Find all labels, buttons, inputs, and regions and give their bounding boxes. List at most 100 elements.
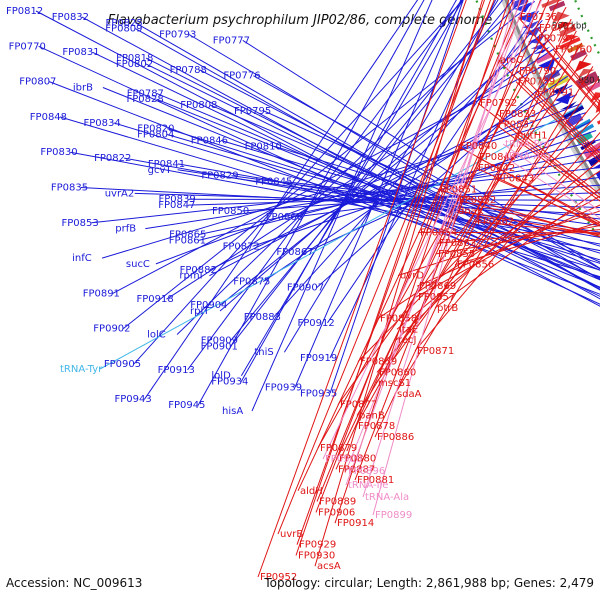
trna-reverse-label[interactable]: tRNA-Pro [505, 139, 549, 150]
reverse-gene-label[interactable]: FP0851 [440, 184, 477, 195]
forward-gene-label[interactable]: FP0875 [233, 277, 270, 288]
reverse-gene-label[interactable]: mscS1 [378, 378, 411, 389]
forward-gene-label[interactable]: FP0812 [6, 6, 43, 17]
forward-gene-label[interactable]: rplT [190, 306, 210, 317]
reverse-gene-label[interactable]: FP0833 [499, 109, 536, 120]
reverse-gene-label[interactable]: FP0878 [358, 421, 395, 432]
forward-gene-label[interactable]: FP0818 [116, 53, 153, 64]
forward-gene-label[interactable]: FP0865 [169, 230, 206, 241]
reverse-gene-label[interactable]: ltaE [399, 324, 418, 335]
forward-gene-label[interactable]: FP0912 [298, 318, 335, 329]
forward-gene-label[interactable]: FP0939 [265, 383, 302, 394]
forward-gene-label[interactable]: FP0943 [115, 394, 152, 405]
reverse-gene-label[interactable]: FP0844 [479, 152, 516, 163]
reverse-gene-label[interactable]: FP0869 [419, 281, 456, 292]
reverse-gene-label[interactable]: FP0877 [340, 400, 377, 411]
trna-reverse-label[interactable]: FP0900 [325, 454, 362, 465]
trna-reverse-label[interactable]: tRNA-Arg [505, 151, 550, 162]
reverse-gene-label[interactable]: FP0791 [537, 87, 574, 98]
reverse-gene-label[interactable]: FP0871 [417, 346, 454, 357]
forward-gene-label[interactable]: FP0788 [170, 65, 207, 76]
reverse-gene-label[interactable]: FP0930 [298, 551, 335, 562]
reverse-gene-label[interactable]: acsA [317, 561, 341, 572]
forward-gene-label[interactable]: FP0882 [180, 265, 217, 276]
forward-gene-label[interactable]: FP0777 [213, 35, 250, 46]
forward-gene-label[interactable]: FP0835 [51, 183, 88, 194]
reverse-gene-label[interactable]: FP0858 [380, 314, 417, 325]
reverse-gene-label[interactable]: aldH [300, 486, 323, 497]
forward-gene-label[interactable]: sucC [126, 259, 150, 270]
reverse-gene-label[interactable]: FP0914 [337, 518, 374, 529]
reverse-gene-label[interactable]: FP0887 [338, 464, 375, 475]
forward-gene-label[interactable]: FP0804 [137, 130, 174, 141]
forward-gene-label[interactable]: FP0904 [190, 300, 227, 311]
forward-gene-label[interactable]: FP0913 [158, 365, 195, 376]
forward-gene-label[interactable]: FP0825 [106, 18, 143, 29]
reverse-gene-label[interactable]: FP0952 [260, 572, 297, 583]
reverse-gene-label[interactable]: FP0789 [518, 77, 555, 88]
forward-gene-label[interactable]: FP0832 [52, 12, 89, 23]
forward-gene-label[interactable]: FP0828 [127, 94, 164, 105]
forward-gene-label[interactable]: FP0793 [159, 30, 196, 41]
reverse-gene-label[interactable]: FP0744 [539, 23, 576, 34]
reverse-gene-label[interactable]: FP0859 [360, 357, 397, 368]
forward-gene-label[interactable]: FP0829 [201, 171, 238, 182]
forward-gene-label[interactable]: FP0866 [266, 212, 303, 223]
forward-gene-label[interactable]: gcvT [148, 165, 173, 176]
forward-gene-label[interactable]: FP0820 [137, 124, 174, 135]
forward-gene-label[interactable]: FP0905 [104, 359, 141, 370]
forward-gene-label[interactable]: FP0802 [116, 59, 153, 70]
reverse-gene-label[interactable]: FP0929 [299, 540, 336, 551]
reverse-gene-label[interactable]: FP0790 [519, 66, 556, 77]
trna-forward-label[interactable]: tRNA-Tyr [60, 364, 103, 375]
reverse-gene-label[interactable]: FP0862 [477, 217, 514, 228]
forward-gene-label[interactable]: FP0883 [244, 312, 281, 323]
forward-gene-label[interactable]: FP0901 [201, 341, 238, 352]
forward-gene-label[interactable]: FP0834 [84, 118, 121, 129]
forward-gene-label[interactable]: rpmI [179, 271, 202, 282]
forward-gene-label[interactable]: FP0831 [62, 47, 99, 58]
forward-gene-label[interactable]: FP0934 [211, 377, 248, 388]
forward-gene-label[interactable]: FP0918 [137, 294, 174, 305]
forward-gene-label[interactable]: FP0841 [148, 159, 185, 170]
forward-gene-label[interactable]: prfB [115, 224, 136, 235]
forward-gene-label[interactable]: FP0861 [169, 235, 206, 246]
forward-gene-label[interactable]: FP0872 [223, 241, 260, 252]
reverse-gene-label[interactable]: FP0854 [420, 227, 457, 238]
forward-gene-label[interactable]: FP0822 [94, 153, 131, 164]
forward-gene-label[interactable]: FP0902 [93, 324, 130, 335]
trna-reverse-label[interactable]: FP0896 [348, 466, 385, 477]
forward-gene-label[interactable]: FP0853 [62, 218, 99, 229]
reverse-gene-label[interactable]: FP0736 [520, 12, 557, 23]
reverse-gene-label[interactable]: FP0860 [379, 367, 416, 378]
forward-gene-label[interactable]: FP0809 [105, 24, 142, 35]
reverse-gene-label[interactable]: FP0852 [459, 195, 496, 206]
reverse-gene-label[interactable]: FP0837 [498, 120, 535, 131]
reverse-gene-label[interactable]: FP0886 [377, 432, 414, 443]
trna-reverse-label[interactable]: FP0899 [375, 510, 412, 521]
reverse-gene-label[interactable]: FP0879 [320, 443, 357, 454]
forward-gene-label[interactable]: FP0919 [300, 353, 337, 364]
reverse-gene-label[interactable]: FP0843 [497, 174, 534, 185]
reverse-gene-label[interactable]: hutH1 [517, 131, 547, 142]
forward-gene-label[interactable]: FP0945 [168, 400, 205, 411]
forward-gene-label[interactable]: FP0845 [255, 177, 292, 188]
reverse-gene-label[interactable]: FP0889 [319, 497, 356, 508]
forward-gene-label[interactable]: FP0770 [9, 41, 46, 52]
forward-gene-label[interactable]: FP0830 [40, 147, 77, 158]
forward-gene-label[interactable]: FP0847 [158, 200, 195, 211]
forward-gene-label[interactable]: infC [72, 253, 92, 264]
forward-gene-label[interactable]: uvrA2 [105, 188, 135, 199]
trna-reverse-label[interactable]: tRNA-Ile [348, 480, 388, 491]
forward-gene-label[interactable]: FP0846 [191, 135, 228, 146]
reverse-gene-label[interactable]: sdaA [397, 389, 422, 400]
reverse-gene-label[interactable]: panB [359, 411, 385, 422]
forward-gene-label[interactable]: FP0808 [180, 100, 217, 111]
reverse-gene-label[interactable]: FP0881 [357, 475, 394, 486]
reverse-gene-label[interactable]: uvrD [400, 271, 424, 282]
reverse-gene-label[interactable]: recJ [398, 335, 417, 346]
reverse-gene-label[interactable]: FP0855 [438, 249, 475, 260]
reverse-gene-label[interactable]: dnaK [458, 206, 484, 217]
forward-gene-label[interactable]: FP0891 [83, 288, 120, 299]
forward-gene-label[interactable]: FP0850 [212, 206, 249, 217]
